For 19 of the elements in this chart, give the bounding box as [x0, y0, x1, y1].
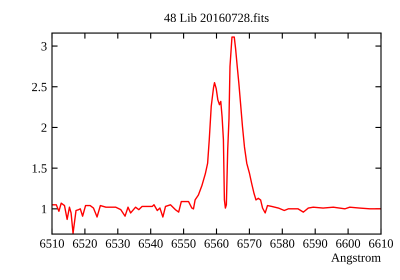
x-tick-label: 6540 — [138, 239, 163, 248]
x-tick-label: 6580 — [270, 239, 294, 248]
x-tick-label: 6530 — [106, 239, 130, 248]
x-tick-label: 6600 — [336, 239, 360, 248]
y-tick-label: 2.5 — [32, 82, 47, 92]
x-tick-label: 6510 — [40, 239, 64, 248]
y-tick-label: 3 — [41, 42, 47, 51]
x-tick-label: 6610 — [369, 239, 394, 248]
x-tick-label: 6550 — [172, 239, 196, 248]
y-tick-label: 1.5 — [32, 164, 47, 173]
x-axis-title: Angstrom — [331, 253, 381, 264]
line-series — [52, 36, 380, 234]
x-tick-label: 6560 — [204, 239, 229, 248]
y-tick-label: 1 — [42, 204, 46, 214]
chart-title: 48 Lib 20160728.fits — [164, 13, 269, 22]
x-tick-label: 6520 — [72, 239, 97, 248]
y-tick-label: 2 — [41, 124, 46, 132]
x-tick-label: 6570 — [237, 239, 262, 248]
x-tick-label: 6590 — [303, 239, 328, 248]
